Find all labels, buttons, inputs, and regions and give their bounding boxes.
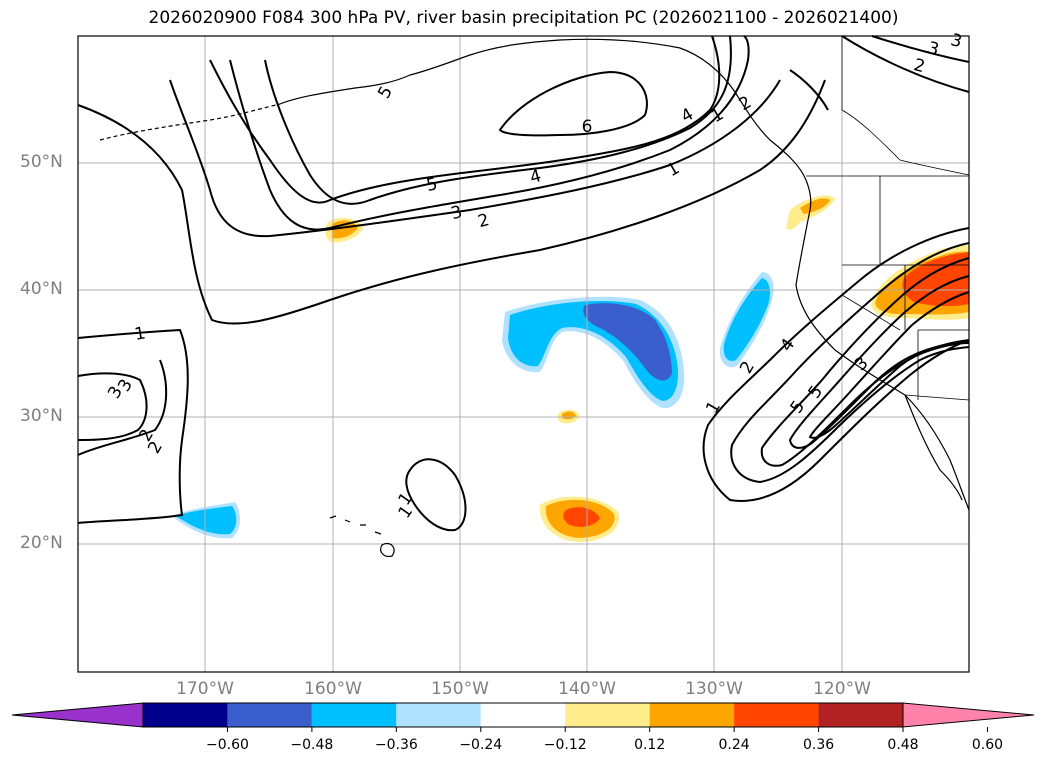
pv-contour-6 <box>498 70 648 137</box>
precipitation-shading <box>172 195 969 542</box>
pos-anomaly-oregon-mid <box>800 198 830 214</box>
colorbar-tick-label: −0.60 <box>205 737 249 753</box>
contour-label: 2 <box>476 210 492 232</box>
colorbar-segment <box>818 703 903 727</box>
alaska-coast <box>279 38 807 181</box>
colorbar-segment <box>649 703 735 727</box>
neg-anomaly-west-mid <box>176 506 237 535</box>
pv-contour-trough-2 <box>730 242 970 484</box>
hawaii-islands <box>329 515 395 557</box>
contour-label: 1 <box>133 323 147 345</box>
colorbar-tick-label: −0.24 <box>459 737 503 753</box>
colorbar-extend-max <box>902 702 1035 728</box>
lon-label-170w: 170°W <box>176 679 234 699</box>
pv-contour-3 <box>229 35 750 231</box>
colorbar-segment <box>227 703 312 727</box>
pv-contour-2 <box>169 79 781 238</box>
pv-contour-5-north <box>209 35 721 204</box>
pv-contour-ne-2 <box>841 35 970 93</box>
pv-contour-2-west <box>77 359 168 456</box>
contour-label: 4 <box>528 166 544 188</box>
us-west-coast <box>795 209 970 511</box>
colorbar-tick-label: −0.48 <box>290 737 334 753</box>
lon-label-130w: 130°W <box>685 679 743 699</box>
colorbar-tick-label: 0.12 <box>634 737 666 753</box>
political-borders <box>806 36 970 401</box>
pv-contour-ne-1 <box>789 69 829 111</box>
colorbar-tick-label: −0.36 <box>374 737 418 753</box>
colorbar-extend-min <box>11 702 144 728</box>
alaska-canada-border <box>841 36 970 176</box>
colorbar-segment <box>565 703 650 727</box>
contour-label: 5 <box>425 174 440 196</box>
colorbar-segment <box>311 703 397 727</box>
colorbar <box>11 702 1035 732</box>
pv-contour-trough-5 <box>808 291 970 439</box>
lon-label-120w: 120°W <box>813 679 871 699</box>
colorbar-tick-label: 0.48 <box>887 737 919 753</box>
pv-contour-4 <box>264 35 732 205</box>
neg-anomaly-dark <box>583 303 672 381</box>
map-title: 2026020900 F084 300 hPa PV, river basin … <box>148 8 899 28</box>
colorbar-tick-label: 0.60 <box>971 737 1004 753</box>
lon-label-160w: 160°W <box>304 679 362 699</box>
colorbar-segment <box>396 703 481 727</box>
contour-label: 3 <box>449 202 465 224</box>
pv-contour-1-west <box>77 328 189 524</box>
colorbar-outline <box>142 702 904 728</box>
baja-coast <box>904 394 963 501</box>
pv-contour-3-west <box>77 372 148 441</box>
state-borders <box>841 176 969 400</box>
coastlines <box>99 38 970 557</box>
colorbar-segment <box>734 703 819 727</box>
lon-label-140w: 140°W <box>558 679 616 699</box>
neg-anomaly-coast-mid <box>723 278 770 362</box>
pos-anomaly-hawaii-strong <box>563 507 600 527</box>
colorbar-segment <box>480 703 566 727</box>
mexico-border <box>904 394 970 401</box>
pv-contours <box>77 35 970 532</box>
gridlines <box>78 36 969 672</box>
lat-label-30n: 30°N <box>20 406 63 426</box>
map-frame <box>77 35 970 673</box>
pv-contour-ne-3 <box>871 35 970 63</box>
pos-anomaly-inland-strong <box>902 252 969 307</box>
contour-label: 3 <box>925 38 941 60</box>
colorbar-tick-label: 0.36 <box>802 737 835 753</box>
colorbar-tick-label: 0.24 <box>718 737 750 753</box>
pv-contour-1-hawaii <box>405 458 467 532</box>
colorbar-tick-label: −0.12 <box>543 737 587 753</box>
colorbar-segment <box>143 703 228 727</box>
contour-label: 6 <box>582 117 593 137</box>
lon-label-150w: 150°W <box>431 679 489 699</box>
bc-coast <box>805 179 812 211</box>
lat-label-50n: 50°N <box>20 152 63 172</box>
pv-contour-1 <box>77 79 826 325</box>
lat-label-40n: 40°N <box>20 279 63 299</box>
pv-contour-trough-1 <box>702 227 970 502</box>
lat-label-20n: 20°N <box>20 533 63 553</box>
contour-label: 2 <box>911 55 927 77</box>
